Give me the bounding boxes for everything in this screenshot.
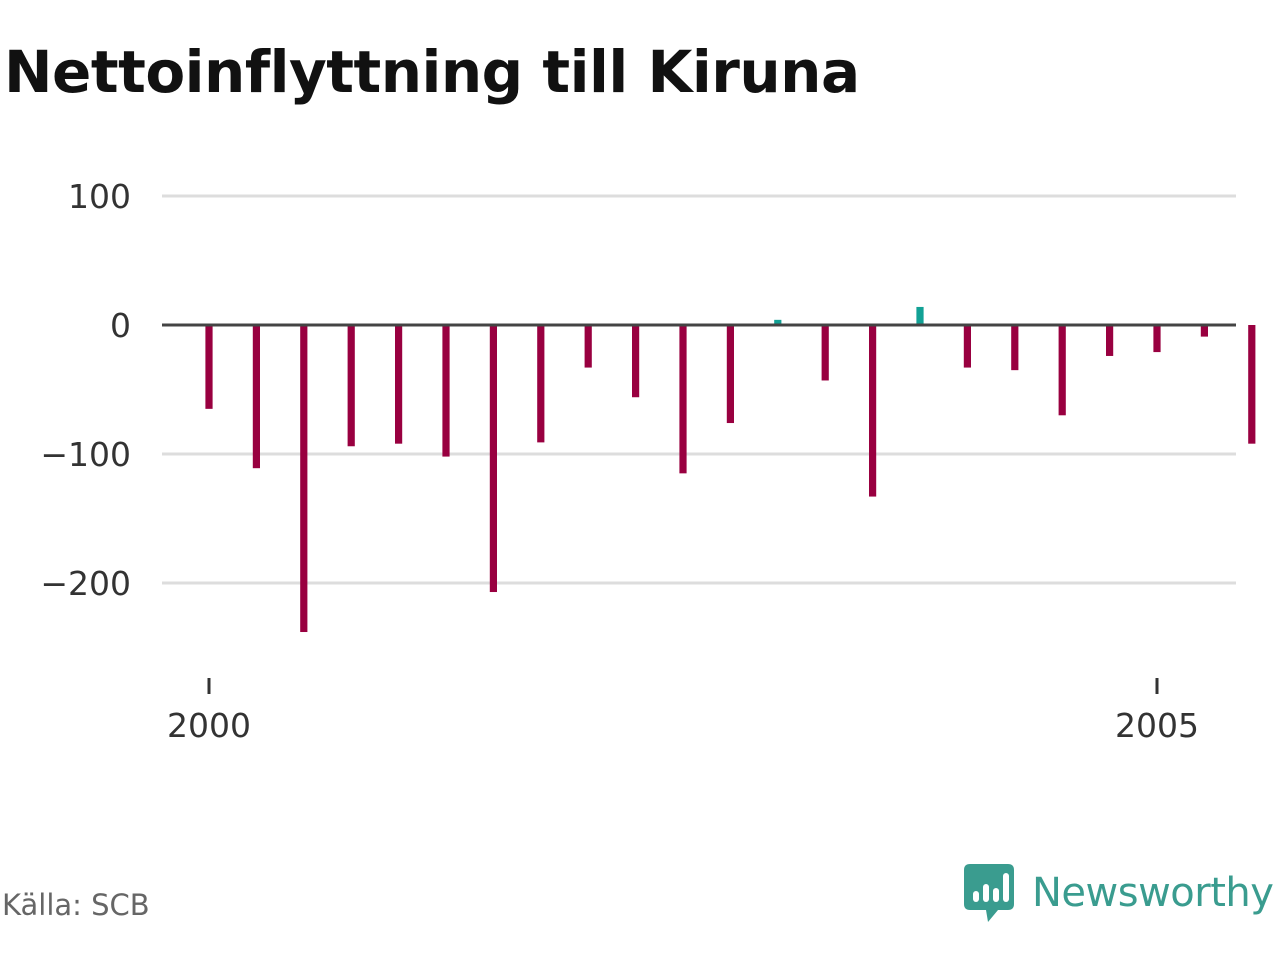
y-tick-label: 0 — [110, 306, 131, 345]
bar — [489, 325, 497, 593]
bar — [537, 325, 545, 443]
bar — [869, 325, 877, 497]
bar — [821, 325, 829, 381]
bar — [584, 325, 592, 368]
bar — [1248, 325, 1256, 444]
gridlines — [162, 194, 1236, 585]
brand-logo: Newsworthy — [964, 864, 1274, 922]
x-axis: 200020052010201520202025 — [167, 678, 1199, 745]
x-tick-label: 2000 — [167, 706, 251, 745]
bar — [916, 306, 924, 325]
bar — [395, 325, 403, 444]
y-tick-label: −100 — [40, 435, 131, 474]
newsworthy-logo-icon — [964, 864, 1014, 922]
bar — [205, 325, 213, 409]
bar — [963, 325, 971, 368]
bar — [1106, 325, 1114, 356]
bar — [252, 325, 260, 469]
bar — [300, 325, 308, 633]
y-tick-label: −200 — [40, 564, 131, 603]
brand-name: Newsworthy — [1032, 870, 1274, 916]
source-label: Källa: SCB — [2, 888, 150, 922]
bar — [679, 325, 687, 474]
bars — [205, 306, 1256, 633]
bar — [1058, 325, 1066, 416]
chart-title: Nettoinflyttning till Kiruna — [4, 38, 860, 106]
bar — [1200, 325, 1208, 337]
bar — [442, 325, 450, 457]
bar — [632, 325, 640, 398]
y-axis: 100 0 −100 −200 — [40, 177, 131, 603]
y-tick-label: 100 — [68, 177, 131, 216]
bar — [1011, 325, 1019, 371]
bar — [1153, 325, 1161, 353]
x-tick-label: 2005 — [1115, 706, 1199, 745]
bar — [726, 325, 734, 424]
bar — [774, 319, 782, 325]
bar — [347, 325, 355, 447]
